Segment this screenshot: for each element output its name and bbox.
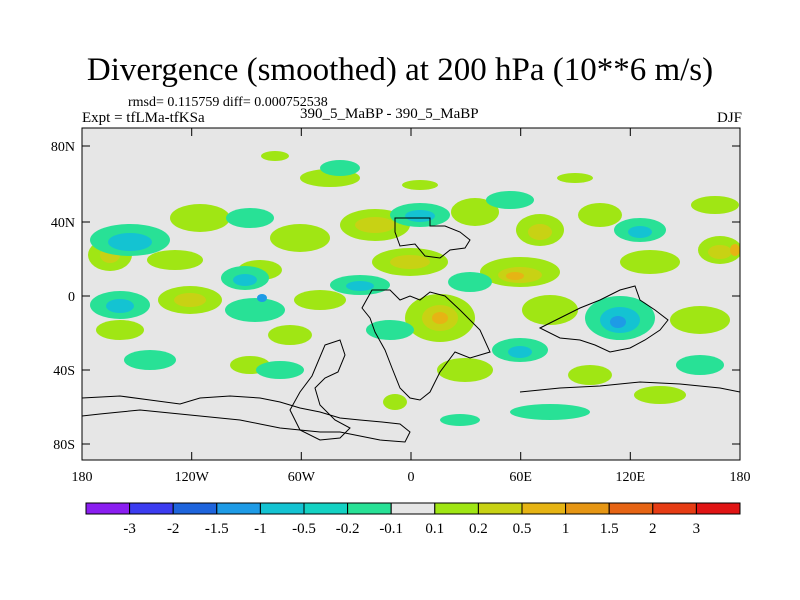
- colorbar-box: [259, 502, 305, 515]
- colorbar-box: [565, 502, 610, 515]
- colorbar-label: -1.5: [205, 521, 229, 537]
- colorbar-box: [390, 502, 436, 515]
- plot-title: Divergence (smoothed) at 200 hPa (10**6 …: [86, 52, 714, 88]
- negative-peak-patches: [257, 294, 626, 328]
- divergence-field: [88, 151, 740, 426]
- colorbar-label: -1: [254, 521, 267, 537]
- colorbar-label: 0.5: [513, 521, 532, 537]
- lon-label-120w: 120W: [175, 470, 210, 485]
- colorbar: -3 -2 -1.5 -1 -0.5 -0.2 -0.1 0.1 0.2 0.5 1 1.5 2 3: [85, 502, 741, 537]
- lon-label-60w: 60W: [288, 470, 316, 485]
- lat-label-0: 0: [68, 290, 75, 305]
- colorbar-label: -2: [167, 521, 180, 537]
- colorbar-box: [85, 502, 131, 515]
- lat-label-40s: 40S: [53, 364, 75, 379]
- positive-peak-patches: [432, 244, 740, 324]
- colorbar-label: 0.1: [425, 521, 444, 537]
- lon-label-180e: 180: [730, 470, 751, 485]
- case-label: 390_5_MaBP - 390_5_MaBP: [300, 106, 479, 122]
- colorbar-label: 0.2: [469, 521, 488, 537]
- colorbar-label: 1.5: [600, 521, 619, 537]
- lon-label-180w: 180: [72, 470, 93, 485]
- lon-label-0: 0: [408, 470, 415, 485]
- colorbar-box: [347, 502, 392, 515]
- lat-label-80s: 80S: [53, 438, 75, 453]
- colorbar-label: 2: [649, 521, 657, 537]
- lat-ticks: [82, 145, 740, 445]
- colorbar-box: [652, 502, 697, 515]
- season-label: DJF: [716, 110, 742, 126]
- colorbar-box: [172, 502, 218, 515]
- lon-label-60e: 60E: [509, 470, 532, 485]
- colorbar-label: 1: [562, 521, 570, 537]
- colorbar-box: [608, 502, 654, 515]
- colorbar-label: -0.1: [379, 521, 403, 537]
- colorbar-label: 3: [693, 521, 701, 537]
- colorbar-box: [521, 502, 567, 515]
- colorbar-label: -0.5: [292, 521, 316, 537]
- stats-line: rmsd= 0.115759 diff= 0.000752538: [128, 95, 328, 110]
- colorbar-box: [434, 502, 479, 515]
- lat-label-80n: 80N: [51, 140, 75, 155]
- experiment-label: Expt = tfLMa-tfKSa: [82, 110, 205, 126]
- colorbar-box: [129, 502, 174, 515]
- colorbar-box: [303, 502, 349, 515]
- colorbar-box: [695, 502, 741, 515]
- lon-label-120e: 120E: [616, 470, 646, 485]
- negative-patches: [90, 160, 724, 426]
- colorbar-label: -3: [123, 521, 136, 537]
- lon-ticks: [191, 128, 631, 460]
- colorbar-label: -0.2: [336, 521, 360, 537]
- lat-label-40n: 40N: [51, 216, 75, 231]
- coastlines: [82, 217, 740, 443]
- colorbar-box: [477, 502, 523, 515]
- colorbar-box: [216, 502, 261, 515]
